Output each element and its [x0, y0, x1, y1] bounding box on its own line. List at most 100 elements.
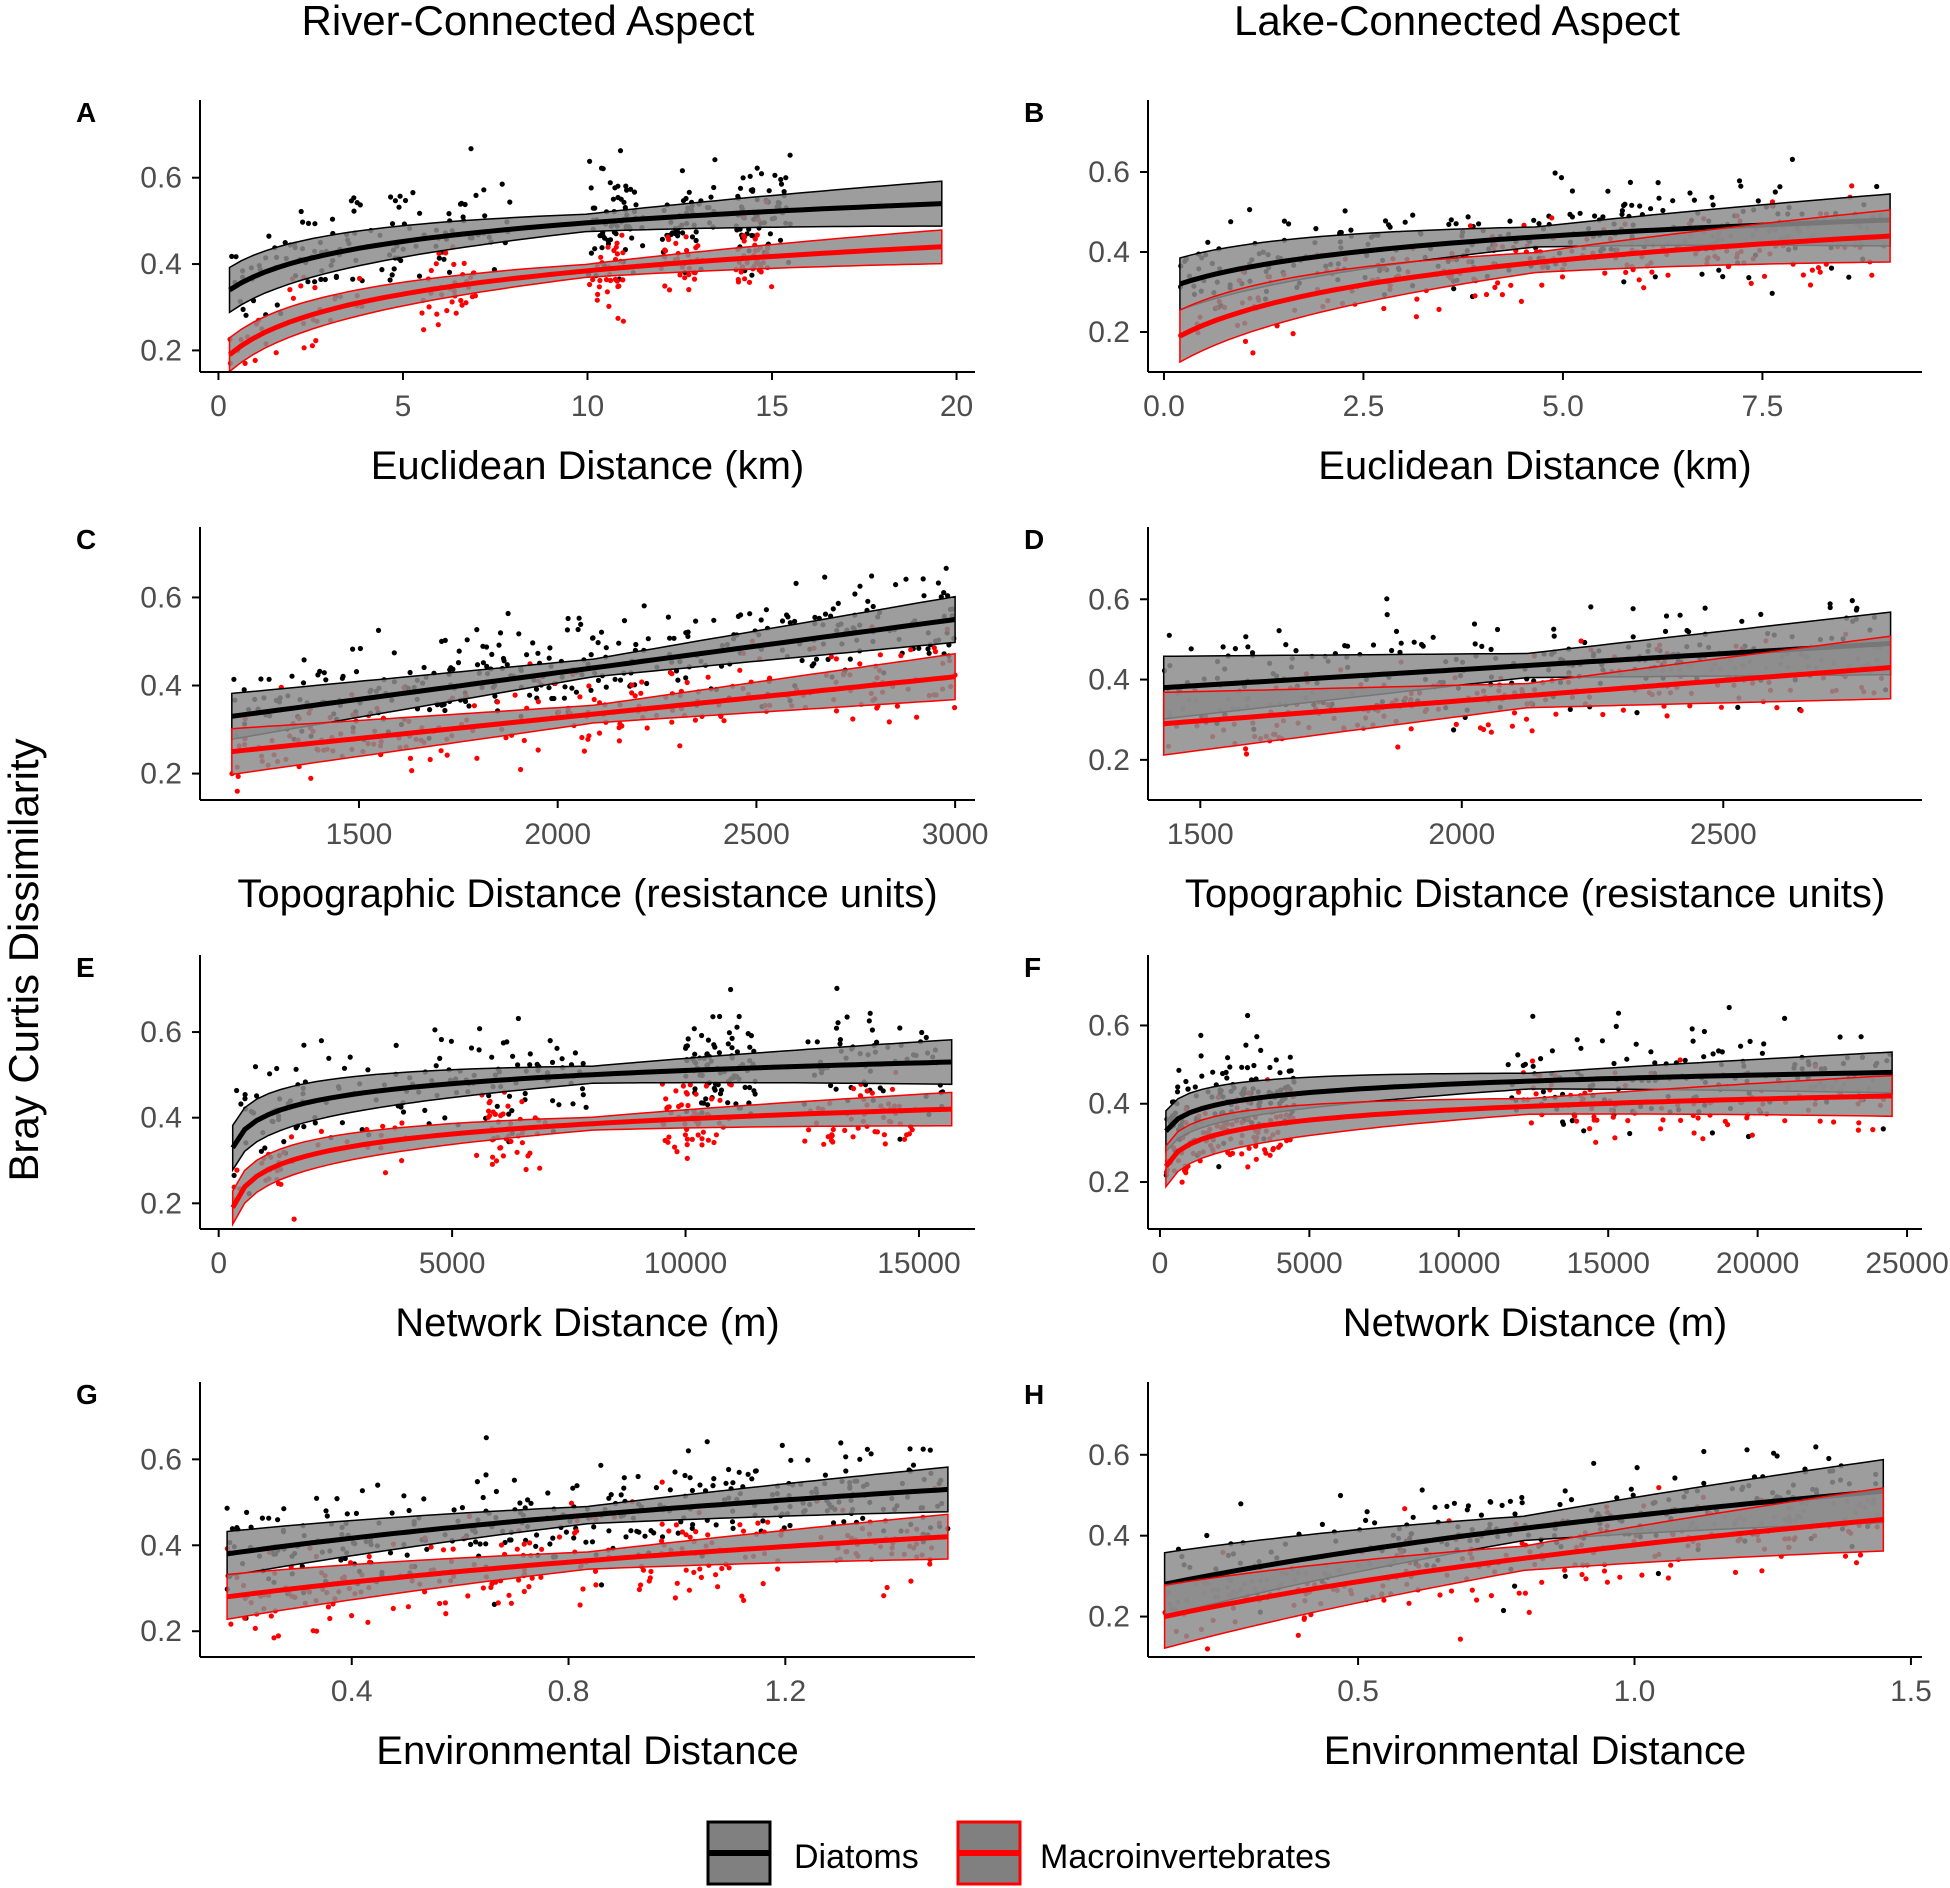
scatter-point-diatoms	[564, 627, 571, 633]
scatter-point-diatoms	[736, 1469, 742, 1475]
scatter-point-diatoms	[1451, 286, 1457, 292]
scatter-point-macroinvertebrates	[886, 719, 892, 725]
scatter-point-diatoms	[1538, 1056, 1544, 1062]
scatter-point-macroinvertebrates	[596, 730, 603, 736]
scatter-point-diatoms	[935, 580, 942, 586]
scatter-point-diatoms	[710, 1014, 716, 1020]
scatter-point-macroinvertebrates	[857, 661, 863, 667]
scatter-point-diatoms	[1558, 175, 1565, 181]
scatter-point-diatoms	[869, 1027, 876, 1033]
scatter-point-diatoms	[1384, 612, 1390, 618]
scatter-point-diatoms	[920, 1446, 926, 1452]
scatter-point-diatoms	[1549, 1048, 1555, 1054]
scatter-point-diatoms	[766, 188, 772, 194]
scatter-point-diatoms	[240, 306, 246, 312]
scatter-point-diatoms	[710, 1483, 716, 1489]
scatter-point-macroinvertebrates	[1539, 282, 1545, 288]
scatter-point-diatoms	[781, 189, 787, 195]
scatter-point-macroinvertebrates	[327, 1615, 333, 1622]
scatter-point-diatoms	[583, 1539, 589, 1545]
scatter-point-diatoms	[1224, 1075, 1230, 1081]
scatter-point-diatoms	[266, 1515, 272, 1521]
x-axis-title: Network Distance (m)	[395, 1301, 780, 1345]
scatter-point-macroinvertebrates	[775, 1566, 781, 1572]
scatter-point-diatoms	[712, 157, 718, 163]
scatter-point-diatoms	[550, 1535, 556, 1541]
panel-h: H 0.5 1.0 1.5 0.2 0.4 0.6 Environmental Distanc…	[1024, 1379, 1932, 1773]
scatter-point-diatoms	[1183, 1078, 1189, 1085]
scatter-point-diatoms	[734, 1024, 740, 1030]
scatter-point-diatoms	[1176, 1067, 1182, 1073]
scatter-point-diatoms	[1701, 1448, 1707, 1455]
scatter-point-diatoms	[717, 1013, 723, 1020]
scatter-point-macroinvertebrates	[927, 1561, 933, 1567]
scatter-point-diatoms	[318, 276, 324, 282]
scatter-point-diatoms	[350, 646, 356, 652]
scatter-point-macroinvertebrates	[577, 694, 583, 700]
scatter-point-macroinvertebrates	[855, 1125, 861, 1131]
scatter-point-diatoms	[711, 184, 717, 191]
scatter-point-diatoms	[546, 685, 552, 691]
scatter-point-macroinvertebrates	[857, 1093, 864, 1099]
scatter-point-macroinvertebrates	[1549, 215, 1555, 221]
scatter-point-macroinvertebrates	[821, 1141, 827, 1147]
scatter-point-diatoms	[436, 255, 442, 261]
x-axis-title: Network Distance (m)	[1343, 1301, 1728, 1345]
scatter-point-macroinvertebrates	[521, 1541, 527, 1547]
scatter-point-diatoms	[391, 266, 397, 272]
scatter-point-diatoms	[713, 1522, 719, 1528]
scatter-point-diatoms	[651, 1530, 657, 1536]
scatter-point-diatoms	[477, 1026, 483, 1032]
scatter-point-macroinvertebrates	[711, 1139, 717, 1146]
scatter-point-diatoms	[1574, 1037, 1580, 1043]
scatter-point-diatoms	[357, 202, 363, 208]
scatter-point-diatoms	[685, 633, 691, 640]
scatter-point-diatoms	[1828, 265, 1835, 271]
scatter-point-diatoms	[610, 196, 617, 202]
scatter-point-macroinvertebrates	[1855, 1127, 1861, 1133]
column-title-lake: Lake-Connected Aspect	[1234, 0, 1680, 44]
scatter-point-diatoms	[623, 183, 629, 189]
scatter-point-diatoms	[1611, 1060, 1617, 1067]
scatter-point-macroinvertebrates	[1617, 1574, 1623, 1580]
scatter-point-macroinvertebrates	[687, 1082, 693, 1088]
scatter-point-macroinvertebrates	[952, 705, 958, 711]
x-tick-label: 2000	[1428, 818, 1495, 851]
scatter-point-diatoms	[432, 1027, 438, 1033]
scatter-point-diatoms	[527, 692, 533, 698]
scatter-point-diatoms	[1771, 1450, 1777, 1456]
scatter-point-macroinvertebrates	[525, 1153, 531, 1159]
scatter-point-macroinvertebrates	[444, 308, 450, 314]
scatter-point-diatoms	[1471, 621, 1478, 627]
scatter-point-diatoms	[1337, 1492, 1344, 1499]
scatter-point-diatoms	[357, 645, 363, 652]
scatter-point-macroinvertebrates	[1267, 1152, 1273, 1158]
scatter-point-diatoms	[1701, 1028, 1707, 1035]
scatter-point-diatoms	[351, 208, 357, 214]
scatter-point-macroinvertebrates	[1270, 1145, 1276, 1152]
scatter-point-diatoms	[258, 1148, 264, 1154]
scatter-point-diatoms	[785, 614, 791, 620]
scatter-point-diatoms	[624, 187, 630, 193]
scatter-point-macroinvertebrates	[581, 748, 588, 754]
scatter-point-diatoms	[730, 1480, 736, 1486]
fit-line-macroinvertebrates	[1164, 1517, 1884, 1620]
scatter-point-macroinvertebrates	[1533, 1091, 1539, 1097]
scatter-point-macroinvertebrates	[687, 1534, 693, 1540]
scatter-point-diatoms	[1166, 632, 1172, 638]
scatter-point-diatoms	[1505, 1062, 1511, 1068]
scatter-point-diatoms	[1690, 1038, 1696, 1044]
y-tick-label: 0.4	[1088, 236, 1130, 269]
scatter-point-macroinvertebrates	[1245, 1164, 1251, 1170]
scatter-point-diatoms	[867, 1010, 873, 1016]
scatter-point-diatoms	[749, 272, 755, 278]
scatter-point-diatoms	[446, 211, 452, 217]
scatter-point-diatoms	[602, 235, 608, 241]
scatter-point-diatoms	[618, 1492, 624, 1498]
scatter-point-diatoms	[1227, 1064, 1233, 1070]
scatter-point-macroinvertebrates	[1511, 710, 1518, 716]
fit-line-diatoms	[231, 617, 956, 719]
scatter-point-diatoms	[1613, 1023, 1619, 1029]
scatter-point-diatoms	[569, 685, 575, 691]
scatter-point-macroinvertebrates	[442, 1600, 448, 1606]
